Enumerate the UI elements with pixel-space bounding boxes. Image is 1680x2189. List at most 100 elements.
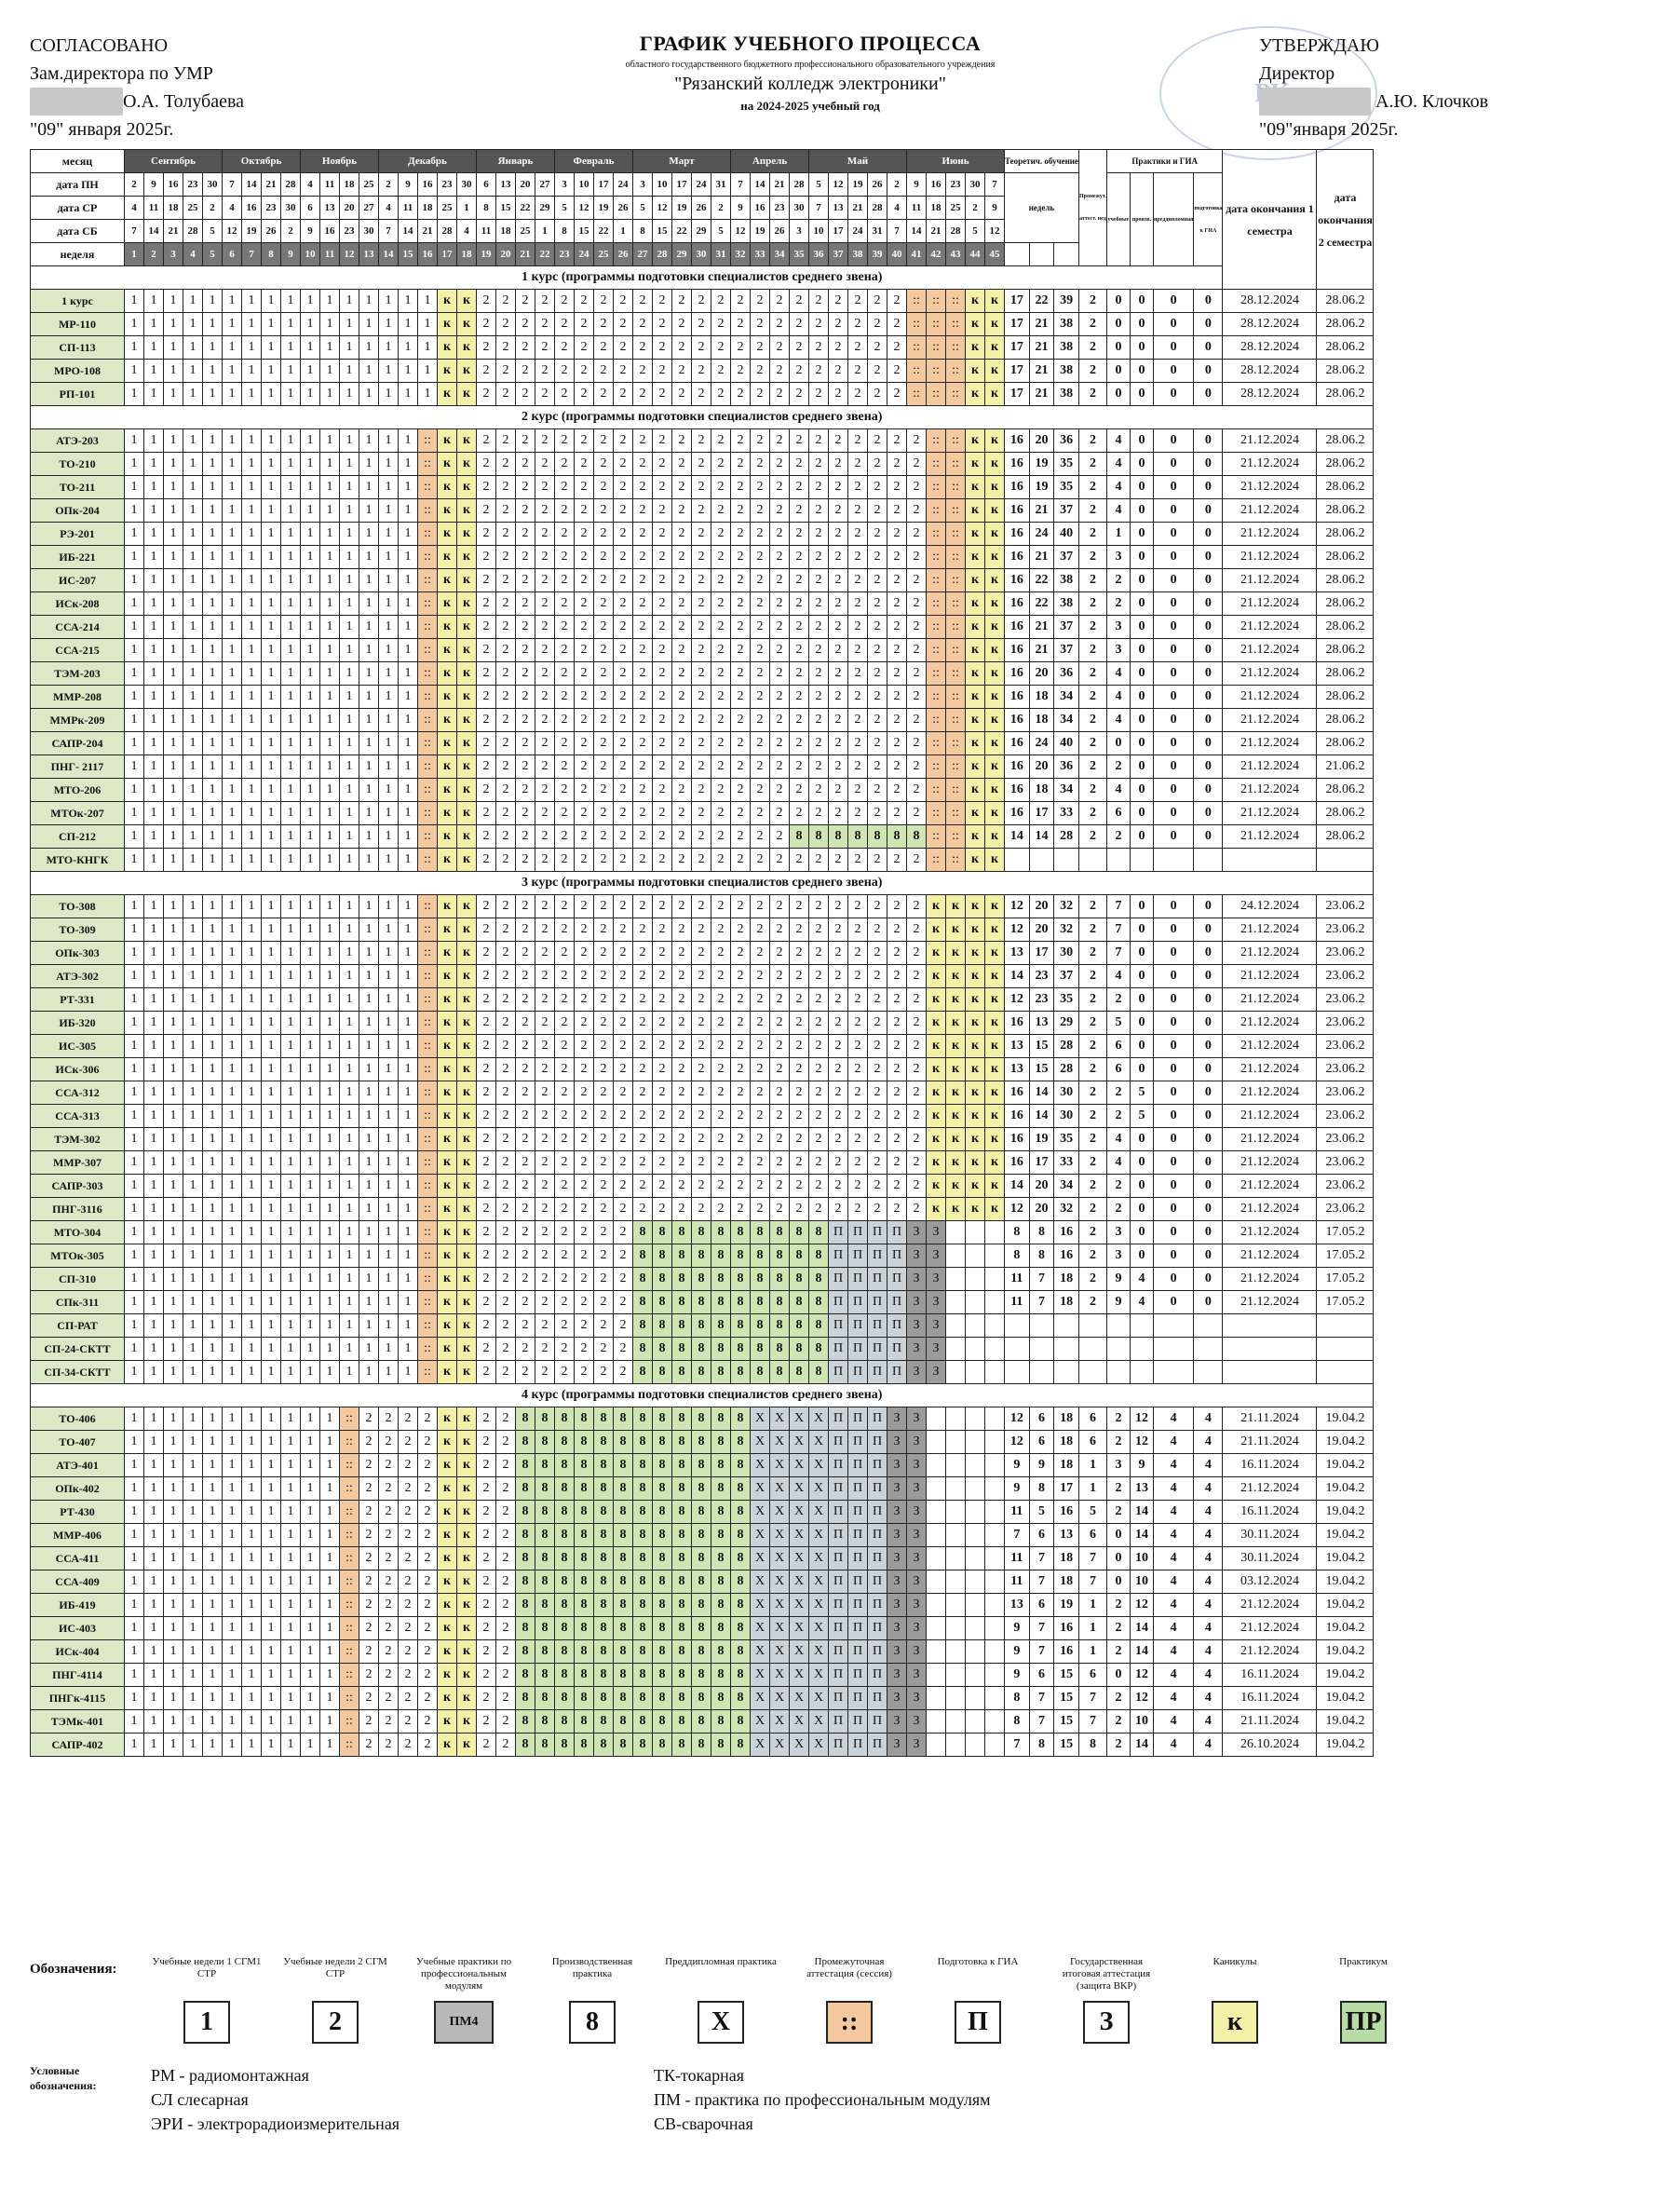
week-cell: Х [750,1500,770,1524]
week-cell: к [437,1011,457,1035]
week-cell: 1 [143,1570,164,1594]
week-cell: 1 [398,708,418,732]
week-cell: 1 [359,359,379,383]
week-cell: 1 [143,1360,164,1384]
week-cell: 1 [261,1174,281,1198]
week-cell: к [437,289,457,313]
week-cell: 2 [808,522,829,546]
week-cell: 8 [574,1453,594,1477]
week-cell: 1 [163,848,183,872]
practice-cell: 12 [1129,1430,1154,1454]
approval-right-date: "09"января 2025г. [1259,119,1399,140]
week-cell: 8 [730,1733,751,1757]
week-cell: 2 [789,941,809,965]
week-cell: П [828,1686,848,1710]
week-cell: 1 [300,1453,320,1477]
week-cell: 2 [867,1011,887,1035]
week-cell: 2 [535,964,555,988]
week-cell: 8 [554,1570,575,1594]
practice-cell: 0 [1152,661,1195,686]
week-cell: 1 [202,1500,223,1524]
date-cell: 16 [241,196,262,220]
stat-cell: 21 [1028,638,1055,662]
week-cell: З [887,1407,907,1431]
week-cell: 1 [222,661,242,686]
week-cell: 1 [359,638,379,662]
stat-cell: 2 [1077,824,1107,849]
week-cell: 2 [671,778,692,802]
week-cell: 1 [222,918,242,942]
week-cell: 2 [711,1081,731,1105]
week-cell: :: [945,801,966,825]
week-cell: 1 [241,1430,262,1454]
week-cell: 2 [495,1616,516,1640]
week-cell: 2 [789,335,809,360]
stat-cell: 8 [1004,1686,1030,1710]
week-cell: 2 [495,848,516,872]
week-cell: З [926,1313,946,1338]
practice-cell: 7 [1105,894,1131,918]
legend: Обозначения: Учебные недели 1 СГМ1 СТР 1 У… [30,1956,1650,2068]
week-cell: 1 [124,894,144,918]
practice-cell: 0 [1193,638,1224,662]
week-cell: 1 [300,1290,320,1314]
stat-cell: 16 [1053,1500,1079,1524]
practice-cell: 0 [1129,941,1154,965]
stat-cell: 12 [1004,1430,1030,1454]
group-row: ММР-307 1 1 1 1 1 1 1 1 1 1 1 1 1 1 1:: к к 2 2 2 2 2 2 2 2 2 2 2 2 2 2… [30,1150,1375,1175]
week-cell: 2 [691,894,711,918]
week-cell: 1 [319,475,340,499]
week-cell: к [926,964,946,988]
week-cell: 2 [593,1150,614,1175]
date-cell: 1 [613,219,633,243]
week-cell: к [456,1453,477,1477]
week-cell: 1 [124,1174,144,1198]
semester1-end: 21.12.2024 [1222,708,1318,732]
stat-cell: 28 [1053,824,1079,849]
week-cell: к [965,382,985,406]
week-cell: П [847,1546,868,1570]
week-cell: к [437,545,457,569]
week-cell: :: [417,755,438,779]
week-cell: 1 [241,1337,262,1361]
week-cell: 2 [808,452,829,476]
week-cell: к [437,1430,457,1454]
week-cell: 8 [750,1244,770,1268]
week-cell: 2 [593,289,614,313]
group-row: ССА-312 1 1 1 1 1 1 1 1 1 1 1 1 1 1 1:: к к 2 2 2 2 2 2 2 2 2 2 2 2 2 2… [30,1081,1375,1105]
week-cell: к [437,1104,457,1128]
date-cell: 10 [300,242,320,266]
practice-cell: 14 [1129,1500,1154,1524]
week-cell: 1 [163,289,183,313]
week-cell: 1 [241,1663,262,1687]
date-cell: 3 [789,219,809,243]
week-cell: 2 [535,918,555,942]
week-cell: к [456,1663,477,1687]
semester1-end: 28.12.2024 [1222,289,1318,313]
week-cell: 8 [691,1709,711,1734]
stat-cell: 16 [1004,638,1030,662]
practice-cell: 4 [1193,1616,1224,1640]
week-cell: 2 [398,1593,418,1617]
week-cell: 1 [378,382,399,406]
week-cell: Х [808,1663,829,1687]
week-cell: :: [417,1081,438,1105]
week-cell: 2 [613,1081,633,1105]
week-cell: Х [808,1453,829,1477]
week-cell: 1 [339,382,359,406]
stat-cell: 16 [1053,1616,1079,1640]
week-cell: 2 [613,894,633,918]
week-cell: :: [417,568,438,592]
week-cell: 1 [202,1220,223,1244]
week-cell: 2 [574,1290,594,1314]
week-cell: к [984,1150,1005,1175]
stat-cell: 17 [1028,941,1055,965]
week-cell: 2 [769,638,790,662]
week-cell: 8 [691,1686,711,1710]
practice-cell: 0 [1129,1150,1154,1175]
week-cell: 8 [613,1616,633,1640]
week-cell: 2 [554,568,575,592]
date-cell: 17 [437,242,457,266]
week-cell: 2 [417,1686,438,1710]
week-cell: 8 [535,1639,555,1664]
